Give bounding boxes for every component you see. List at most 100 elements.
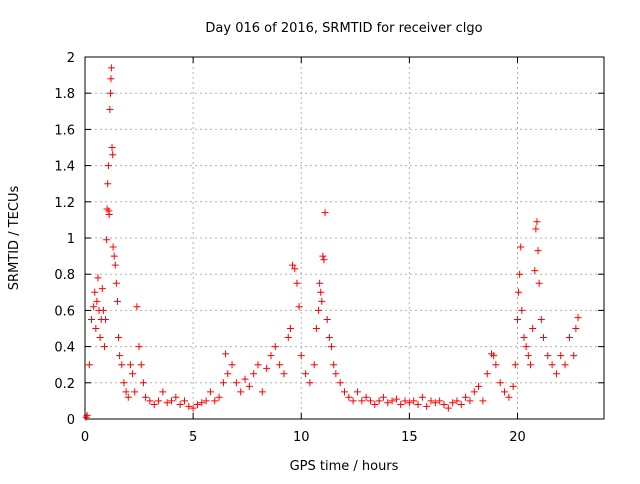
data-point [526, 361, 534, 369]
data-point [375, 397, 383, 405]
data-point [379, 393, 387, 401]
data-point [222, 350, 230, 358]
data-point [116, 352, 124, 360]
data-point [362, 393, 370, 401]
data-point [548, 361, 556, 369]
x-tick-label: 5 [189, 430, 197, 445]
data-point [397, 401, 405, 409]
data-point [180, 397, 188, 405]
data-point [479, 397, 487, 405]
data-point [414, 401, 422, 409]
data-point [453, 397, 461, 405]
data-point [99, 306, 107, 314]
data-point [254, 361, 262, 369]
data-point [289, 261, 297, 269]
y-tick-label: 0.4 [54, 341, 75, 356]
data-point [295, 303, 303, 311]
x-tick-label: 10 [293, 430, 310, 445]
data-point [501, 388, 509, 396]
data-point [358, 397, 366, 405]
data-point [539, 334, 547, 342]
chart-title: Day 016 of 2016, SRMTID for receiver clg… [205, 21, 482, 36]
data-point [475, 382, 483, 390]
data-point [440, 401, 448, 409]
x-tick-label: 15 [401, 430, 418, 445]
data-point [516, 270, 524, 278]
data-point [565, 334, 573, 342]
data-point [529, 325, 537, 332]
y-axis-label: SRMTID / TECUs [7, 186, 22, 291]
data-point [328, 343, 336, 351]
data-point [544, 352, 552, 360]
data-point [146, 397, 154, 405]
data-point [524, 352, 532, 360]
data-point [87, 315, 95, 323]
data-point [172, 393, 180, 401]
data-point [462, 393, 470, 401]
data-point [410, 397, 418, 405]
data-point [306, 379, 314, 387]
data-point [111, 261, 119, 269]
data-point [189, 404, 197, 412]
grid [85, 57, 604, 419]
data-point [155, 397, 163, 405]
data-point [159, 388, 167, 396]
data-point [574, 314, 582, 322]
data-point [115, 334, 123, 342]
data-point [92, 325, 100, 332]
y-tick-label: 1 [67, 232, 75, 247]
data-point [325, 334, 333, 342]
data-point [135, 343, 143, 351]
data-point [520, 334, 528, 342]
data-point [110, 252, 118, 260]
data-point [321, 209, 329, 217]
data-point [444, 404, 452, 412]
data-point [293, 279, 301, 287]
data-point [336, 379, 344, 387]
data-point [302, 370, 310, 378]
data-point [91, 288, 99, 296]
data-point [418, 393, 426, 401]
y-tick-label: 0.6 [54, 304, 75, 319]
data-point [511, 361, 519, 369]
data-point [534, 247, 542, 255]
data-point [531, 267, 539, 275]
data-point [537, 315, 545, 323]
data-point [353, 388, 361, 396]
data-point [319, 252, 327, 260]
data-point [515, 288, 523, 296]
data-point [219, 379, 227, 387]
data-point [286, 325, 294, 332]
data-point [105, 210, 113, 218]
data-point [206, 388, 214, 396]
data-point [211, 397, 219, 405]
data-point [572, 325, 580, 332]
x-tick-label: 0 [81, 430, 89, 445]
data-point [535, 279, 543, 287]
data-point [90, 303, 98, 311]
data-point [126, 361, 134, 369]
data-point [349, 397, 357, 405]
data-point [176, 401, 184, 409]
ticks: 0 5 10 15 20 0 0.2 0.4 0.6 0.8 1 1.2 1.4 1.6 1.8 2 [54, 51, 604, 445]
data-point [82, 413, 90, 421]
data-point [202, 397, 210, 405]
data-point [150, 401, 158, 409]
data-point [124, 393, 132, 401]
data-point [284, 334, 292, 342]
data-point [103, 205, 111, 213]
data-point [250, 370, 258, 378]
data-point [371, 401, 379, 409]
y-tick-label: 0 [67, 413, 75, 428]
data-point [557, 352, 565, 360]
data-point [142, 393, 150, 401]
data-point [552, 370, 560, 378]
data-point [85, 361, 93, 369]
data-point [100, 343, 108, 351]
data-point [341, 388, 348, 396]
data-point [517, 243, 525, 251]
y-tick-label: 1.8 [54, 87, 75, 102]
data-point [492, 361, 500, 369]
data-point [139, 379, 147, 387]
